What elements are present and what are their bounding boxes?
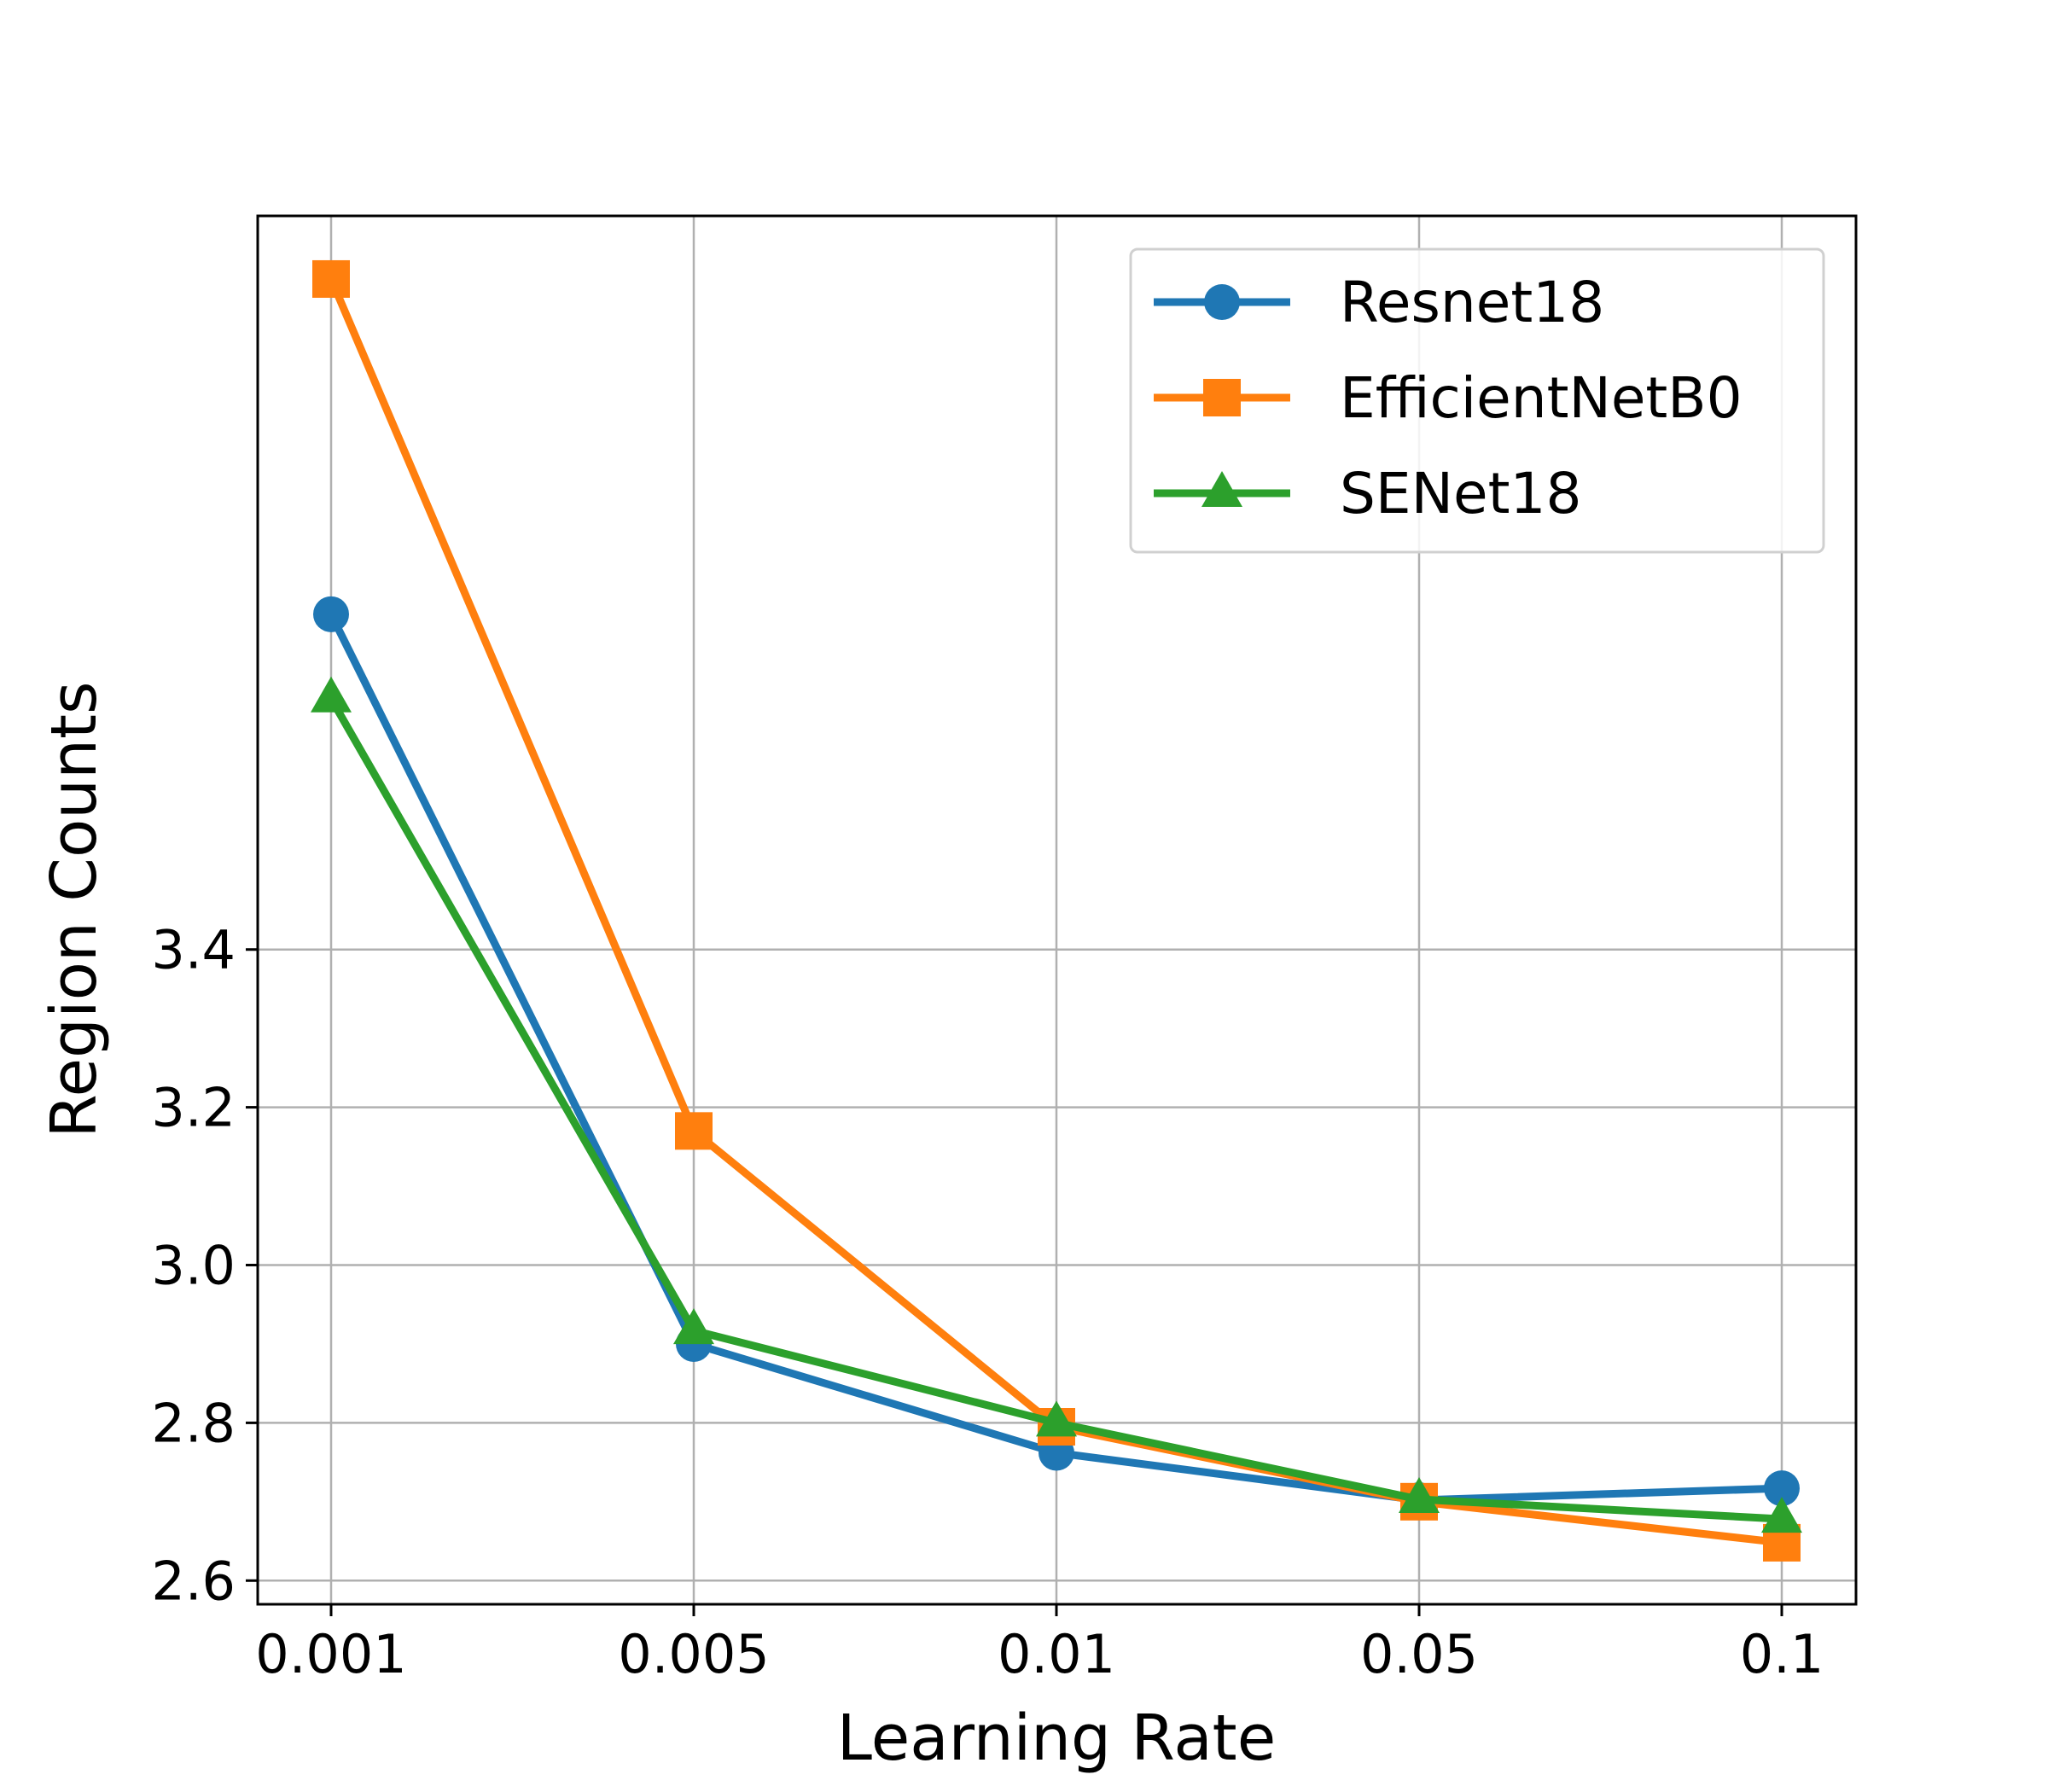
legend-label-resnet18: Resnet18 <box>1340 270 1604 335</box>
y-tick-label: 3.2 <box>151 1077 236 1139</box>
data-point-senet18 <box>1399 1477 1440 1514</box>
legend: Resnet18 EfficientNetB0 SENet18 <box>1129 247 1825 554</box>
data-point-senet18 <box>311 676 352 713</box>
x-tick-label: 0.005 <box>618 1623 770 1685</box>
legend-label-senet18: SENet18 <box>1340 461 1581 527</box>
y-tick-label: 3.4 <box>151 919 236 981</box>
data-point-senet18 <box>673 1308 714 1345</box>
y-axis-label: Region Counts <box>38 681 111 1137</box>
data-point-efficientnetb0 <box>675 1112 713 1150</box>
data-point-resnet18 <box>1764 1470 1800 1507</box>
axes: 0.001 0.005 0.01 0.05 0.1 2.6 2.8 3.0 3.2 3.4 <box>151 919 1824 1685</box>
series-senet18 <box>311 676 1802 1533</box>
data-point-resnet18 <box>313 596 349 632</box>
data-point-senet18 <box>1036 1400 1077 1437</box>
data-point-efficientnetb0 <box>312 259 350 298</box>
legend-box <box>1129 247 1825 554</box>
legend-marker-senet18 <box>1201 470 1242 507</box>
y-tick-label: 2.8 <box>151 1392 236 1454</box>
x-tick-label: 0.1 <box>1740 1623 1824 1685</box>
x-tick-label: 0.001 <box>255 1623 407 1685</box>
legend-label-efficientnetb0: EfficientNetB0 <box>1340 365 1743 431</box>
y-tick-label: 2.6 <box>151 1550 236 1612</box>
legend-marker-efficientnetb0 <box>1203 379 1241 416</box>
x-tick-label: 0.05 <box>1360 1623 1478 1685</box>
x-axis-label: Learning Rate <box>837 1702 1276 1775</box>
data-point-senet18 <box>1761 1497 1802 1533</box>
y-tick-label: 3.0 <box>151 1234 236 1296</box>
series-layer <box>311 259 1802 1562</box>
x-tick-label: 0.01 <box>998 1623 1115 1685</box>
legend-marker-resnet18 <box>1204 284 1240 320</box>
